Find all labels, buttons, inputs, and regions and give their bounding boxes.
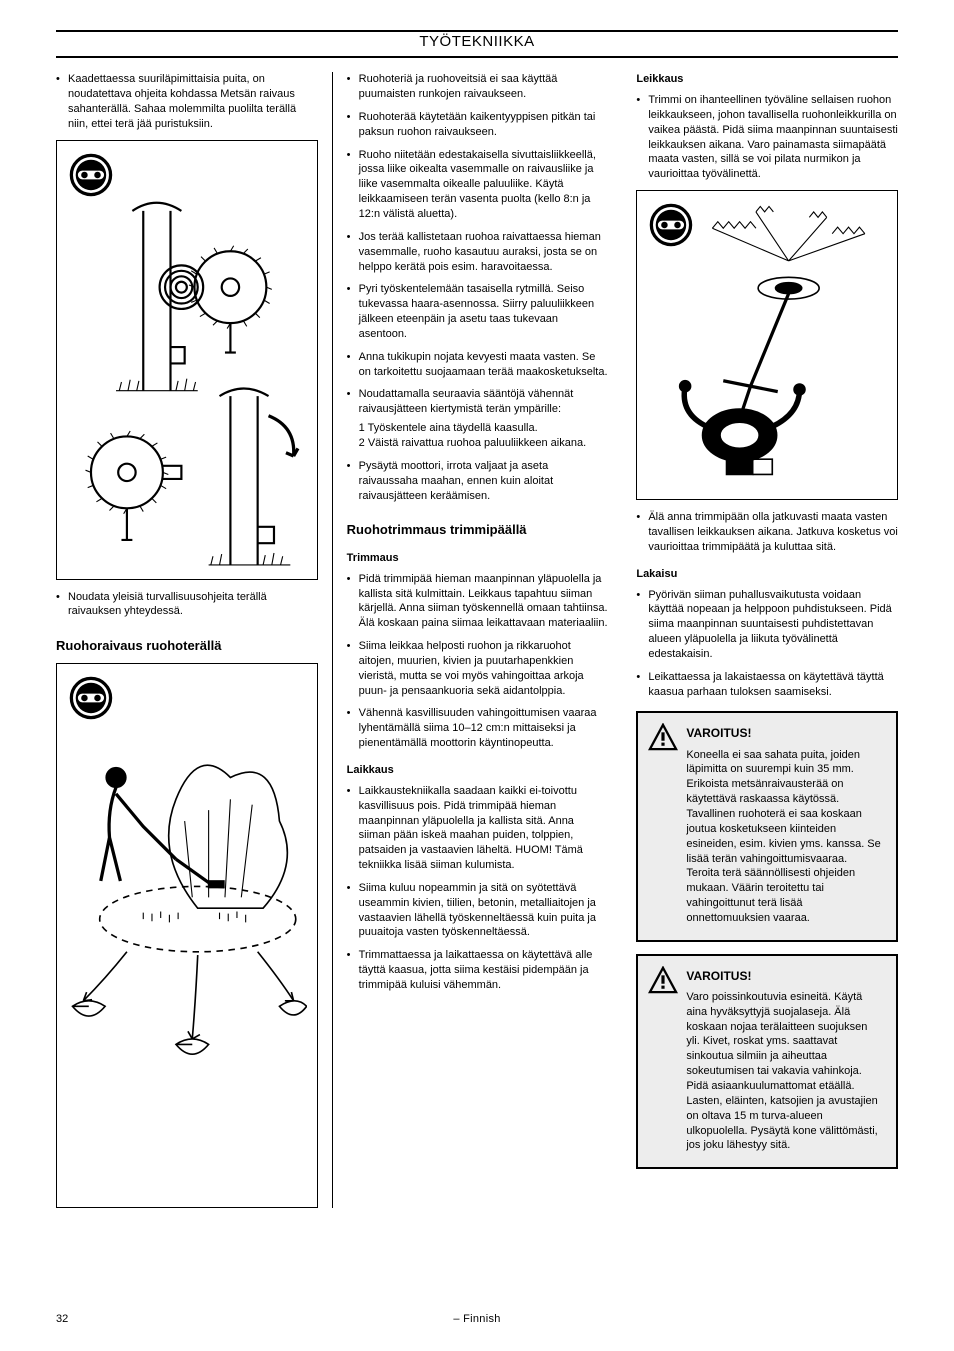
mid-b2-text: Noudattamalla seuraavia sääntöjä vähennä… <box>359 388 574 415</box>
mid-b1: Anna tukikupin nojata kevyesti maata vas… <box>347 350 609 380</box>
left-sec1-bullets: Kaadettaessa suuriläpimittaisia puita, o… <box>56 72 318 131</box>
left-sec2-b3: Ruoho niitetään edestakaisella sivuttais… <box>347 148 609 222</box>
fig-topdown-sweep <box>636 190 898 500</box>
mid-flow-bullets-top: Ruohoteriä ja ruohoveitsiä ei saa käyttä… <box>347 72 609 503</box>
fig-tree-felling-svg <box>67 151 307 619</box>
left-sec1-b2: Noudata yleisiä turvallisuusohjeita terä… <box>56 590 318 620</box>
right-sub2-title: Lakaisu <box>636 567 898 582</box>
mid-b2: Noudattamalla seuraavia sääntöjä vähennä… <box>347 387 609 450</box>
warning-1-title: VAROITUS! <box>686 725 882 741</box>
goggles-icon <box>652 206 691 245</box>
footer-note: – Finnish <box>0 1312 954 1327</box>
mid-b2-1: 1 Työskentele aina täydellä kaasulla. <box>359 421 609 436</box>
fig-grass-clearing-svg <box>67 674 307 1251</box>
fig-grass-clearing <box>56 663 318 1208</box>
left-sec2-b4: Jos terää kallistetaan ruohoa raivattaes… <box>347 230 609 275</box>
mid-sub1-title: Trimmaus <box>347 551 609 566</box>
mid-b2-2: 2 Väistä raivattua ruohoa paluuliikkeen … <box>359 436 609 451</box>
col-mid: Ruohoteriä ja ruohoveitsiä ei saa käyttä… <box>332 72 623 1208</box>
fig-topdown-sweep-svg <box>647 201 887 528</box>
col-left: Kaadettaessa suuriläpimittaisia puita, o… <box>56 72 332 1208</box>
mid-sub1-bullets: Pidä trimmipää hieman maanpinnan yläpuol… <box>347 572 609 751</box>
mid-sub2-title: Laikkaus <box>347 763 609 778</box>
warning-2-body: Varo poissinkoutuvia esineitä. Käytä ain… <box>686 990 882 1153</box>
right-bullets-3: Pyörivän siiman puhallusvaikutusta voida… <box>636 588 898 700</box>
columns: Kaadettaessa suuriläpimittaisia puita, o… <box>56 72 898 1208</box>
warning-box-2: VAROITUS! Varo poissinkoutuvia esineitä.… <box>636 954 898 1169</box>
running-head: TYÖTEKNIIKKA <box>56 32 898 56</box>
left-sec1-b1: Kaadettaessa suuriläpimittaisia puita, o… <box>56 72 318 131</box>
right-bullets-2: Älä anna trimmipään olla jatkuvasti maat… <box>636 510 898 555</box>
right-b2: Älä anna trimmipään olla jatkuvasti maat… <box>636 510 898 555</box>
mid-sub2-bullets: Laikkaustekniikalla saadaan kaikki ei-to… <box>347 784 609 993</box>
mid-b3: Pysäytä moottori, irrota valjaat ja aset… <box>347 459 609 504</box>
fig-tree-felling <box>56 140 318 580</box>
left-sec2-b2: Ruohoterää käytetään kaikentyyppisen pit… <box>347 110 609 140</box>
left-sec2-heading: Ruohoraivaus ruohoterällä <box>56 637 318 655</box>
left-sec2-b1: Ruohoteriä ja ruohoveitsiä ei saa käyttä… <box>347 72 609 102</box>
mid-s2b1: Laikkaustekniikalla saadaan kaikki ei-to… <box>347 784 609 873</box>
mid-s2b3: Trimmattaessa ja laikattaessa on käytett… <box>347 948 609 993</box>
goggles-icon <box>71 678 110 717</box>
rule-under-head <box>56 56 898 58</box>
mid-sec-heading: Ruohotrimmaus trimmipäällä <box>347 521 609 539</box>
warning-1-body: Koneella ei saa sahata puita, joiden läp… <box>686 748 882 926</box>
mid-s2b2: Siima kuluu nopeammin ja sitä on syötett… <box>347 881 609 940</box>
right-b1: Trimmi on ihanteellinen työväline sellai… <box>636 93 898 182</box>
goggles-icon <box>71 155 110 194</box>
mid-s1b2: Siima leikkaa helposti ruohon ja rikkaru… <box>347 639 609 698</box>
left-sec2-b5: Pyri työskentelemään tasaisella rytmillä… <box>347 282 609 341</box>
right-b3: Pyörivän siiman puhallusvaikutusta voida… <box>636 588 898 662</box>
mid-s1b1: Pidä trimmipää hieman maanpinnan yläpuol… <box>347 572 609 631</box>
warning-icon <box>648 723 678 751</box>
right-bullets-1: Trimmi on ihanteellinen työväline sellai… <box>636 93 898 182</box>
warning-box-1: VAROITUS! Koneella ei saa sahata puita, … <box>636 711 898 941</box>
col-right: Leikkaus Trimmi on ihanteellinen työväli… <box>622 72 898 1208</box>
warning-icon <box>648 966 678 994</box>
right-b4: Leikattaessa ja lakaistaessa on käytettä… <box>636 670 898 700</box>
warning-2-title: VAROITUS! <box>686 968 882 984</box>
right-sub-title: Leikkaus <box>636 72 898 87</box>
mid-s1b3: Vähennä kasvillisuuden vahingoittumisen … <box>347 706 609 751</box>
left-sec1-bullets2: Noudata yleisiä turvallisuusohjeita terä… <box>56 590 318 620</box>
